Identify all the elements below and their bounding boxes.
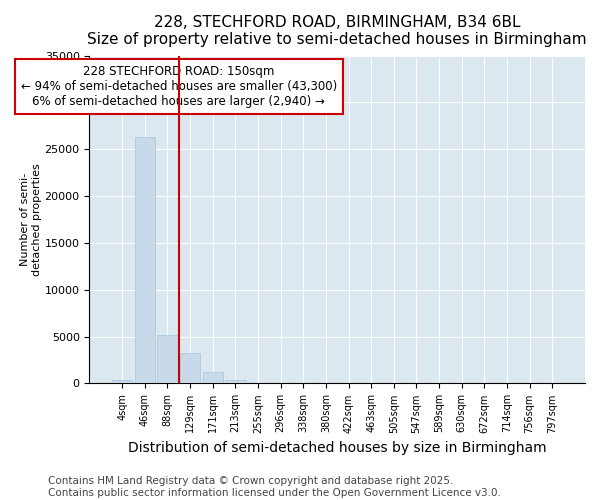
Bar — [180, 354, 200, 384]
Y-axis label: Number of semi-
detached properties: Number of semi- detached properties — [20, 163, 42, 276]
Bar — [203, 372, 223, 384]
Bar — [112, 380, 133, 384]
Text: 228 STECHFORD ROAD: 150sqm
← 94% of semi-detached houses are smaller (43,300)
6%: 228 STECHFORD ROAD: 150sqm ← 94% of semi… — [20, 66, 337, 108]
X-axis label: Distribution of semi-detached houses by size in Birmingham: Distribution of semi-detached houses by … — [128, 441, 547, 455]
Bar — [157, 334, 178, 384]
Bar — [134, 137, 155, 384]
Text: Contains HM Land Registry data © Crown copyright and database right 2025.
Contai: Contains HM Land Registry data © Crown c… — [48, 476, 501, 498]
Bar — [225, 380, 245, 384]
Title: 228, STECHFORD ROAD, BIRMINGHAM, B34 6BL
Size of property relative to semi-detac: 228, STECHFORD ROAD, BIRMINGHAM, B34 6BL… — [88, 15, 587, 48]
